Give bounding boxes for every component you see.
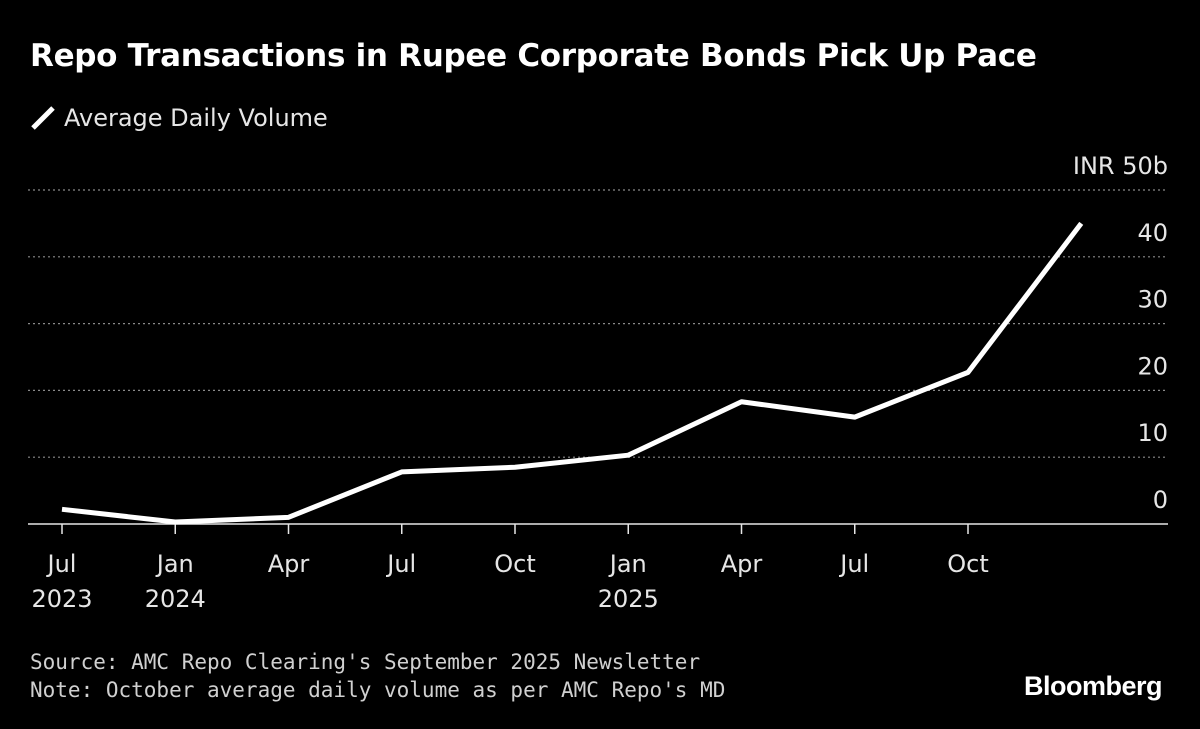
y-tick-label: 20 xyxy=(1137,352,1168,380)
y-tick-label: 0 xyxy=(1153,486,1168,514)
x-tick-label: Apr xyxy=(721,550,763,578)
x-axis xyxy=(28,523,1168,534)
x-tick-labels: Jul 2023 Jan 2024 Apr Jul Oct Jan 2025 Apr Jul Oct xyxy=(31,550,988,613)
line-chart: INR 50b 0 10 20 30 40 Jul 2023 Jan 2024 Apr Jul Oct… xyxy=(28,152,1168,613)
x-tick-label: Jan xyxy=(155,550,194,578)
series-line-average-daily-volume xyxy=(61,221,1084,525)
x-tick-label: Jul xyxy=(46,550,77,578)
source-note: Source: AMC Repo Clearing's September 20… xyxy=(30,650,701,674)
x-tick-year-label: 2024 xyxy=(145,585,206,613)
bloomberg-logo: Bloomberg xyxy=(1023,671,1163,701)
legend: Average Daily Volume xyxy=(30,104,328,132)
y-tick-label: 10 xyxy=(1137,419,1168,447)
chart-title: Repo Transactions in Rupee Corporate Bon… xyxy=(30,38,1037,74)
x-tick-year-label: 2023 xyxy=(31,585,92,613)
legend-label: Average Daily Volume xyxy=(64,104,328,132)
y-tick-label: 40 xyxy=(1137,219,1168,247)
x-tick-year-label: 2025 xyxy=(598,585,659,613)
x-tick-label: Jan xyxy=(608,550,647,578)
x-tick-label: Jul xyxy=(838,550,869,578)
y-axis: INR 50b 0 10 20 30 40 xyxy=(1073,152,1168,514)
gridlines xyxy=(28,189,1168,458)
x-tick-label: Oct xyxy=(947,550,989,578)
x-tick-label: Jul xyxy=(385,550,416,578)
legend-line-icon xyxy=(31,106,55,130)
footnote: Note: October average daily volume as pe… xyxy=(30,678,726,702)
x-tick-label: Oct xyxy=(494,550,536,578)
y-tick-label: 30 xyxy=(1137,286,1168,314)
x-tick-label: Apr xyxy=(268,550,310,578)
y-unit-label: INR 50b xyxy=(1073,152,1168,180)
footer: Source: AMC Repo Clearing's September 20… xyxy=(30,648,725,704)
series-group xyxy=(61,221,1084,525)
